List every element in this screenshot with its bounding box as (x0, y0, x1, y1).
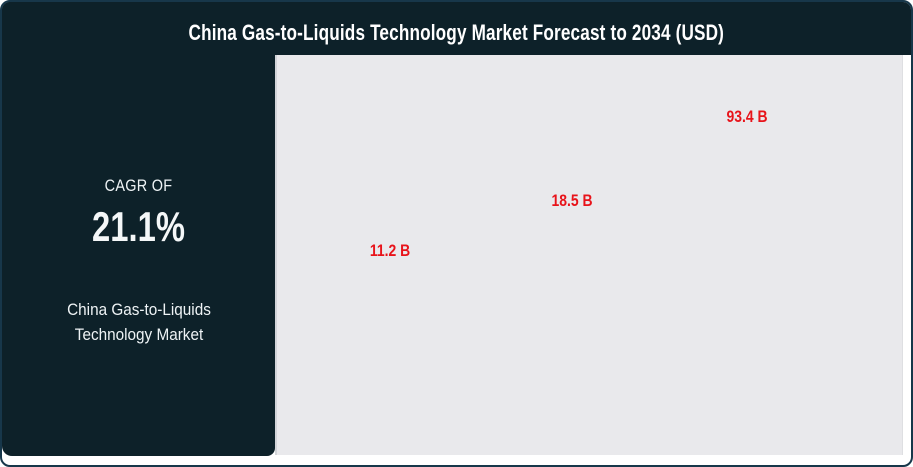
chart-plot-area: 11.2 B 18.5 B 93.4 B (275, 55, 903, 455)
cagr-value: 21.1% (92, 203, 185, 250)
data-label-2: 18.5 B (551, 191, 593, 210)
data-label-1: 11.2 B (369, 241, 411, 260)
data-label-3: 93.4 B (726, 107, 768, 126)
market-name: China Gas-to-Liquids Technology Market (66, 300, 211, 344)
cagr-sidebar: CAGR OF 21.1% China Gas-to-Liquids Techn… (2, 2, 275, 456)
page-title: China Gas-to-Liquids Technology Market F… (188, 20, 725, 45)
header-bar: China Gas-to-Liquids Technology Market F… (2, 2, 911, 55)
cagr-label: CAGR OF (104, 176, 173, 195)
